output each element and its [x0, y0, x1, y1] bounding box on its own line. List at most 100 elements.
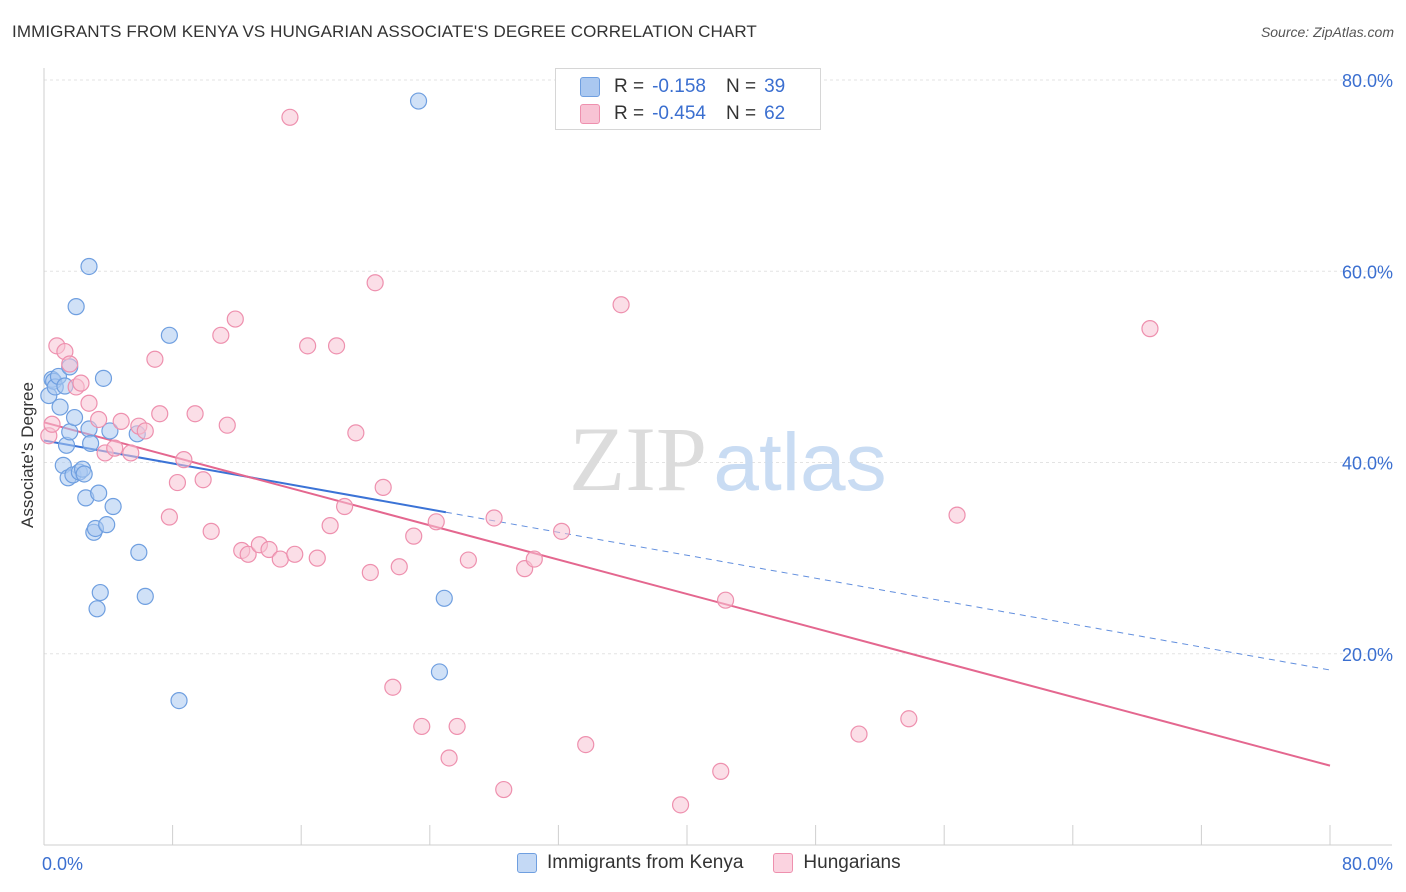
kenya-point: [430, 663, 449, 681]
hungarian-point: [440, 749, 458, 767]
hungarian-point: [850, 725, 868, 743]
watermark: ZIP atlas: [569, 408, 887, 510]
legend-r-label: R =: [614, 76, 645, 97]
kenya-point: [88, 600, 106, 618]
legend-r-value: -0.454: [652, 103, 706, 124]
hungarian-point: [271, 550, 289, 568]
hungarian-point: [321, 517, 339, 535]
hungarian-point: [80, 394, 98, 412]
hungarian-point: [459, 551, 477, 569]
kenya-point: [75, 465, 93, 483]
legend-swatch-hungarians: [580, 104, 600, 124]
hungarian-point: [612, 296, 630, 314]
legend-swatch-hungarians: [773, 853, 794, 873]
hungarian-point: [175, 451, 193, 469]
kenya-point: [170, 692, 188, 710]
hungarian-point: [327, 337, 346, 355]
legend-n-label: N =: [725, 76, 757, 97]
hungarian-point: [448, 717, 466, 736]
legend-item-hungarians[interactable]: Hungarians: [773, 852, 901, 874]
watermark-atlas: atlas: [713, 417, 886, 508]
hungarian-point: [72, 374, 90, 392]
x-tick-label: 80.0%: [1342, 854, 1393, 874]
hungarian-point: [384, 678, 402, 696]
kenya-point: [435, 589, 453, 607]
y-axis-label: Associate's Degree: [18, 382, 37, 528]
hungarian-point: [90, 410, 108, 429]
hungarian-point: [281, 108, 299, 126]
kenya-point: [130, 543, 148, 561]
kenya-point: [160, 326, 178, 344]
kenya-trend-extension: [445, 511, 1331, 671]
hungarian-point: [260, 540, 278, 559]
hungarian-point: [671, 796, 690, 814]
hungarian-point: [308, 549, 326, 567]
hungarian-point: [106, 439, 124, 457]
hungarian-point: [61, 355, 79, 373]
hungarian-point: [525, 550, 543, 568]
hungarian-point: [202, 522, 220, 540]
kenya-point: [136, 587, 154, 605]
hungarian-point: [186, 405, 204, 423]
hungarian-point: [336, 497, 354, 516]
kenya-point: [61, 423, 79, 441]
hungarian-point: [212, 326, 230, 344]
hungarian-point: [716, 591, 735, 609]
hungarian-trend-line: [43, 421, 1331, 767]
hungarian-point: [160, 508, 178, 526]
kenya-point: [98, 516, 116, 534]
kenya-point: [51, 398, 69, 416]
legend-item-kenya[interactable]: Immigrants from Kenya: [517, 852, 743, 874]
hungarian-point: [112, 412, 130, 430]
kenya-point: [409, 92, 428, 110]
hungarian-point: [194, 471, 212, 489]
legend-swatch-kenya: [517, 853, 537, 873]
hungarian-point: [495, 780, 513, 799]
y-tick-label: 40.0%: [1342, 454, 1393, 474]
y-tick-label: 20.0%: [1342, 645, 1393, 665]
watermark-zip: ZIP: [569, 408, 707, 510]
kenya-point: [82, 434, 100, 452]
data-points: [40, 92, 1159, 814]
hungarian-point: [122, 444, 140, 462]
hungarian-point: [218, 416, 236, 434]
chart-title: IMMIGRANTS FROM KENYA VS HUNGARIAN ASSOC…: [12, 22, 757, 41]
hungarian-point: [948, 506, 966, 524]
hungarian-point: [286, 545, 304, 563]
hungarian-point: [427, 513, 445, 531]
legend-n-value: 62: [764, 103, 786, 124]
hungarian-point: [299, 337, 317, 355]
hungarian-point: [374, 478, 392, 496]
hungarian-point: [136, 422, 154, 440]
hungarian-point: [226, 310, 244, 328]
hungarian-point: [577, 735, 595, 754]
legend-row-hungarians: R = -0.454 N = 62: [580, 101, 785, 127]
stats-legend: R = -0.158 N = 39 R = -0.454 N = 62: [555, 68, 821, 130]
hungarian-point: [712, 762, 730, 780]
x-tick-label: 0.0%: [42, 854, 83, 874]
hungarian-point: [405, 527, 423, 545]
hungarian-point: [390, 558, 408, 576]
legend-label-kenya: Immigrants from Kenya: [547, 852, 744, 873]
kenya-point: [94, 369, 113, 387]
hungarian-point: [168, 473, 187, 492]
tick-labels: 20.0% 40.0% 60.0% 80.0% 0.0% 80.0%: [42, 71, 1393, 874]
hungarian-point: [347, 424, 365, 442]
hungarian-point: [553, 522, 571, 540]
legend-row-kenya: R = -0.158 N = 39: [580, 74, 785, 100]
legend-swatch-kenya: [580, 77, 600, 97]
hungarian-point: [43, 415, 61, 433]
kenya-point: [67, 298, 85, 316]
kenya-point: [90, 484, 108, 502]
kenya-point: [104, 497, 122, 516]
kenya-point: [65, 408, 84, 427]
legend-n-value: 39: [764, 76, 786, 97]
hungarian-point: [146, 350, 164, 368]
hungarian-point: [361, 563, 379, 582]
y-tick-label: 80.0%: [1342, 71, 1393, 91]
kenya-point: [80, 257, 98, 276]
hungarian-point: [485, 509, 503, 527]
hungarian-point: [1141, 320, 1159, 338]
legend-label-hungarians: Hungarians: [803, 852, 901, 873]
